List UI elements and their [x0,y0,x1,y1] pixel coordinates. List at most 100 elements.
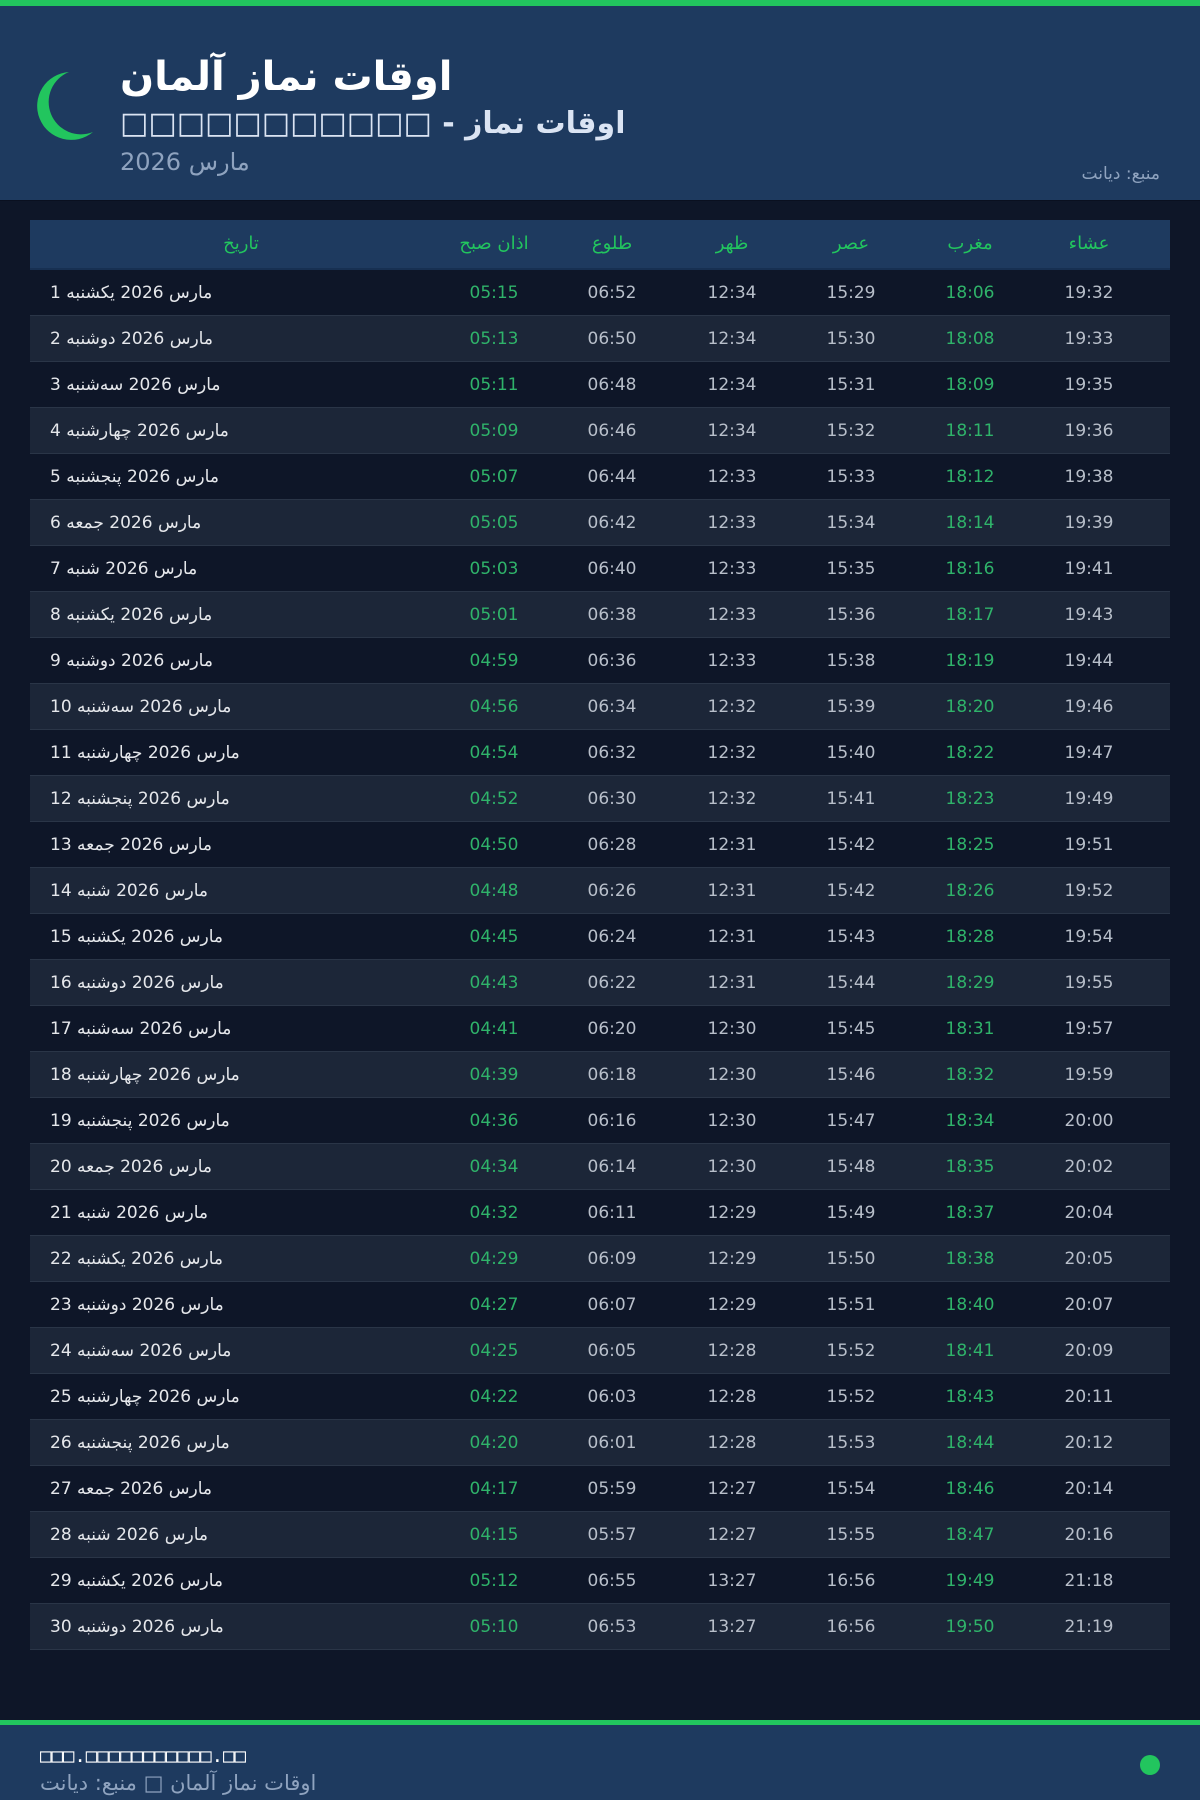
cell-date: 7 مارس 2026 شنبه [50,559,198,579]
top-accent-bar [0,0,1200,6]
cell-date: 23 مارس 2026 دوشنبه [50,1295,224,1315]
cell-isha: 19:41 [1064,559,1114,579]
cell-maghrib: 18:09 [945,375,995,395]
cell-maghrib: 18:25 [945,835,995,855]
cell-asr: 15:49 [826,1203,876,1223]
cell-maghrib: 18:38 [945,1249,995,1269]
cell-sunrise: 06:18 [587,1065,637,1085]
cell-date: 22 مارس 2026 یکشنبه [50,1249,224,1269]
cell-fajr: 04:15 [469,1525,519,1545]
table-row: 24 مارس 2026 سه‌شنبه 04:25 06:05 12:28 15:52… [30,1328,1170,1374]
cell-isha: 19:35 [1064,375,1114,395]
cell-isha: 19:38 [1064,467,1114,487]
cell-asr: 16:56 [826,1571,876,1591]
cell-isha: 19:55 [1064,973,1114,993]
cell-maghrib: 18:35 [945,1157,995,1177]
status-dot [1140,1755,1160,1775]
cell-sunrise: 06:42 [587,513,637,533]
cell-fajr: 05:03 [469,559,519,579]
cell-maghrib: 18:16 [945,559,995,579]
cell-date: 9 مارس 2026 دوشنبه [50,651,213,671]
cell-isha: 20:04 [1064,1203,1114,1223]
cell-sunrise: 06:05 [587,1341,637,1361]
cell-isha: 19:44 [1064,651,1114,671]
cell-dhuhr: 12:28 [707,1387,757,1407]
cell-maghrib: 19:49 [945,1571,995,1591]
cell-date: 30 مارس 2026 دوشنبه [50,1617,224,1637]
cell-sunrise: 06:16 [587,1111,637,1131]
cell-sunrise: 06:20 [587,1019,637,1039]
cell-date: 3 مارس 2026 سه‌شنبه [50,375,221,395]
cell-isha: 21:19 [1064,1617,1114,1637]
cell-dhuhr: 12:31 [707,881,757,901]
table-row: 22 مارس 2026 یکشنبه 04:29 06:09 12:29 15:50 1… [30,1236,1170,1282]
cell-sunrise: 06:11 [587,1203,637,1223]
cell-isha: 19:39 [1064,513,1114,533]
cell-fajr: 04:27 [469,1295,519,1315]
cell-dhuhr: 12:27 [707,1479,757,1499]
footer-site: □□□.□□□□□□□□□□□.□□ [40,1745,246,1767]
cell-dhuhr: 12:32 [707,789,757,809]
cell-maghrib: 18:46 [945,1479,995,1499]
table-row: 21 مارس 2026 شنبه 04:32 06:11 12:29 15:49 18:… [30,1190,1170,1236]
cell-isha: 20:14 [1064,1479,1114,1499]
cell-sunrise: 06:09 [587,1249,637,1269]
cell-isha: 20:07 [1064,1295,1114,1315]
cell-isha: 19:57 [1064,1019,1114,1039]
table-row: 4 مارس 2026 چهارشنبه 05:09 06:46 12:34 15:32… [30,408,1170,454]
cell-isha: 19:43 [1064,605,1114,625]
cell-asr: 15:35 [826,559,876,579]
cell-asr: 15:33 [826,467,876,487]
cell-fajr: 04:36 [469,1111,519,1131]
cell-asr: 15:41 [826,789,876,809]
table-row: 6 مارس 2026 جمعه 05:05 06:42 12:33 15:34 18:1… [30,500,1170,546]
table-header: تاریخ اذان صبح طلوع ظهر عصر مغرب عشاء [30,220,1170,270]
cell-asr: 15:36 [826,605,876,625]
cell-fajr: 05:05 [469,513,519,533]
cell-dhuhr: 12:30 [707,1157,757,1177]
cell-isha: 21:18 [1064,1571,1114,1591]
cell-date: 6 مارس 2026 جمعه [50,513,202,533]
cell-isha: 19:46 [1064,697,1114,717]
cell-asr: 15:31 [826,375,876,395]
cell-fajr: 04:48 [469,881,519,901]
column-header-sunrise: طلوع [591,233,633,254]
cell-asr: 15:39 [826,697,876,717]
table-row: 5 مارس 2026 پنجشنبه 05:07 06:44 12:33 15:33 1… [30,454,1170,500]
table-row: 2 مارس 2026 دوشنبه 05:13 06:50 12:34 15:30 18… [30,316,1170,362]
column-header-isha: عشاء [1068,233,1110,254]
cell-isha: 19:51 [1064,835,1114,855]
cell-sunrise: 06:55 [587,1571,637,1591]
column-header-maghrib: مغرب [947,233,993,254]
cell-sunrise: 06:32 [587,743,637,763]
table-row: 25 مارس 2026 چهارشنبه 04:22 06:03 12:28 15:5… [30,1374,1170,1420]
cell-sunrise: 06:36 [587,651,637,671]
page-title: اوقات نماز آلمان [120,54,453,100]
cell-isha: 20:02 [1064,1157,1114,1177]
cell-asr: 15:29 [826,283,876,303]
cell-sunrise: 06:07 [587,1295,637,1315]
cell-dhuhr: 12:34 [707,283,757,303]
cell-maghrib: 18:17 [945,605,995,625]
cell-maghrib: 18:31 [945,1019,995,1039]
table-row: 19 مارس 2026 پنجشنبه 04:36 06:16 12:30 15:47… [30,1098,1170,1144]
cell-fajr: 04:41 [469,1019,519,1039]
table-row: 29 مارس 2026 یکشنبه 05:12 06:55 13:27 16:56 1… [30,1558,1170,1604]
cell-dhuhr: 12:33 [707,651,757,671]
cell-fajr: 05:11 [469,375,519,395]
cell-dhuhr: 12:34 [707,375,757,395]
cell-fajr: 05:07 [469,467,519,487]
cell-asr: 15:38 [826,651,876,671]
cell-maghrib: 18:19 [945,651,995,671]
cell-maghrib: 18:28 [945,927,995,947]
cell-fajr: 05:15 [469,283,519,303]
cell-asr: 15:43 [826,927,876,947]
table-row: 13 مارس 2026 جمعه 04:50 06:28 12:31 15:42 18:… [30,822,1170,868]
cell-isha: 19:36 [1064,421,1114,441]
cell-fajr: 04:59 [469,651,519,671]
cell-maghrib: 18:11 [945,421,995,441]
cell-maghrib: 19:50 [945,1617,995,1637]
table-row: 1 مارس 2026 یکشنبه 05:15 06:52 12:34 15:29 18… [30,270,1170,316]
cell-dhuhr: 12:29 [707,1249,757,1269]
table-row: 16 مارس 2026 دوشنبه 04:43 06:22 12:31 15:44 1… [30,960,1170,1006]
